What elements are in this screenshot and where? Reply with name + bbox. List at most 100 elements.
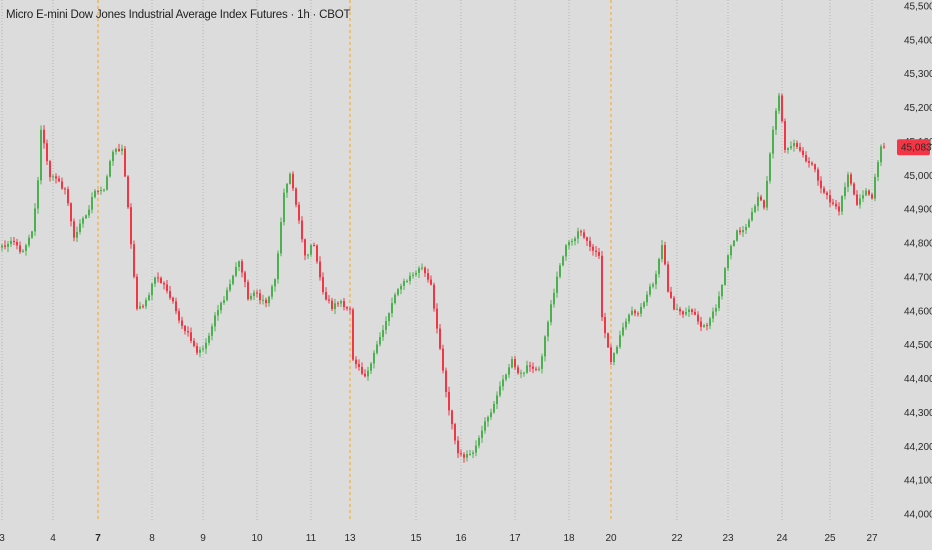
price-axis: 45,50045,40045,30045,20045,10045,00044,9…	[904, 2, 932, 521]
candle	[406, 279, 408, 284]
candle	[73, 218, 75, 242]
candle	[736, 229, 738, 242]
candle	[544, 335, 546, 362]
candle	[169, 285, 171, 300]
candle	[604, 312, 606, 339]
candle	[13, 236, 15, 246]
candle	[685, 307, 687, 316]
candle	[505, 373, 507, 382]
candle	[127, 175, 129, 209]
candle	[514, 355, 516, 371]
candle	[400, 283, 402, 295]
candle	[424, 266, 426, 278]
candle	[58, 175, 60, 183]
candle	[70, 202, 72, 227]
time-tick-label: 27	[866, 533, 878, 544]
candle	[175, 297, 177, 315]
candle	[346, 306, 348, 311]
candle	[280, 217, 282, 257]
candle	[787, 147, 789, 154]
candle	[700, 316, 702, 332]
candle	[649, 283, 651, 297]
candle	[832, 198, 834, 206]
candle	[634, 308, 636, 317]
candle	[37, 176, 39, 214]
candle	[766, 175, 768, 211]
candle	[790, 141, 792, 150]
candles	[1, 92, 885, 463]
candle	[619, 330, 621, 349]
candle	[31, 230, 33, 239]
candle	[373, 350, 375, 369]
candle	[715, 304, 717, 316]
candle	[553, 288, 555, 308]
candle	[550, 300, 552, 326]
candle	[94, 188, 96, 199]
candle	[727, 254, 729, 272]
candle	[628, 313, 630, 324]
candle	[643, 300, 645, 309]
candle	[463, 452, 465, 463]
candle	[313, 242, 315, 247]
candle	[694, 308, 696, 316]
candle	[340, 299, 342, 308]
candle	[784, 118, 786, 153]
candle	[874, 173, 876, 202]
candle	[679, 306, 681, 316]
candle	[196, 342, 198, 355]
price-tick-label: 44,900	[904, 205, 932, 216]
candle	[658, 257, 660, 278]
candle	[709, 316, 711, 330]
candle	[502, 375, 504, 391]
candle	[259, 289, 261, 305]
candle	[475, 440, 477, 457]
candle	[583, 229, 585, 240]
candle	[841, 195, 843, 216]
candle	[238, 260, 240, 272]
candle	[199, 346, 201, 358]
candle	[814, 163, 816, 173]
candle	[232, 274, 234, 286]
candle	[616, 345, 618, 355]
time-tick-label: 22	[671, 533, 683, 544]
candle	[25, 243, 27, 256]
candle	[781, 93, 783, 123]
candle	[877, 159, 879, 182]
candle	[337, 301, 339, 307]
candle	[295, 187, 297, 208]
candle	[838, 202, 840, 216]
candle	[121, 144, 123, 155]
candle	[733, 239, 735, 247]
candle	[43, 125, 45, 149]
candle	[412, 272, 414, 279]
candle	[673, 295, 675, 311]
candle	[769, 152, 771, 184]
candle	[100, 186, 102, 195]
candle	[562, 255, 564, 267]
candle	[805, 151, 807, 163]
candle	[409, 272, 411, 285]
candle	[304, 238, 306, 261]
candle	[298, 201, 300, 224]
candle	[493, 400, 495, 414]
candle	[97, 189, 99, 195]
candle	[415, 270, 417, 277]
candle	[151, 282, 153, 301]
candle	[91, 192, 93, 214]
candle	[490, 408, 492, 420]
candle	[229, 279, 231, 293]
candle	[772, 126, 774, 159]
candle	[739, 227, 741, 235]
time-axis: 3 4 7 8 9 10 11 13 15 16 17 18 20 22 23 24 25 27	[0, 533, 878, 544]
candle	[565, 243, 567, 261]
candle	[379, 332, 381, 347]
candle	[40, 125, 42, 185]
candle	[388, 312, 390, 326]
candle	[247, 279, 249, 301]
time-tick-label: 23	[722, 533, 734, 544]
candle	[148, 292, 150, 302]
candle	[322, 272, 324, 295]
candle	[292, 171, 294, 191]
candle	[334, 298, 336, 315]
